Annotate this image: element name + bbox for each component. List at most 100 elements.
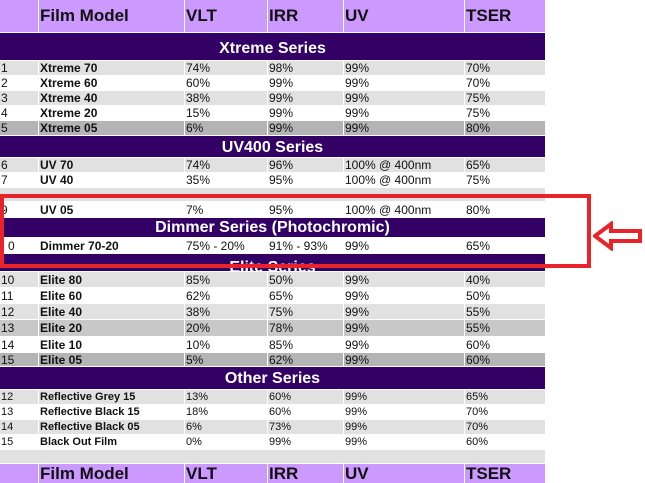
film-model-cell: Elite 05 [38, 353, 184, 366]
section-header-dimmer: Dimmer Series (Photochromic) [0, 218, 545, 238]
header-cell-irr: IRR [267, 0, 343, 32]
uv-cell: 99% [343, 390, 464, 404]
uv-cell: 99% [343, 405, 464, 419]
header-cell-film-model: Film Model [38, 0, 184, 32]
tser-cell: 80% [464, 202, 545, 217]
film-model-cell: Xtreme 40 [38, 91, 184, 105]
section-title: Dimmer Series (Photochromic) [155, 218, 390, 236]
section-header-other: Other Series [0, 367, 545, 390]
tser-cell: 70% [464, 420, 545, 434]
vlt-cell: 35% [184, 173, 267, 187]
film-model-cell: UV 05 [38, 202, 184, 217]
irr-cell: 99% [267, 121, 343, 135]
vlt-cell: 7% [184, 202, 267, 217]
section-title: UV400 Series [221, 138, 324, 156]
film-model-cell: Elite 80 [38, 272, 184, 287]
uv-cell: 99% [343, 420, 464, 434]
header-cell-tser: TSER [464, 464, 545, 483]
table-row: 12 Reflective Grey 15 13% 60% 99% 65% [0, 390, 545, 405]
irr-cell: 91% - 93% [267, 238, 343, 253]
row-index: 0 [8, 238, 15, 253]
table-row: 1 Xtreme 70 74% 98% 99% 70% [0, 61, 545, 76]
tser-cell: 75% [464, 106, 545, 120]
table-row: 3 Xtreme 40 38% 99% 99% 75% [0, 91, 545, 106]
film-model-cell: Xtreme 20 [38, 106, 184, 120]
irr-cell: 95% [267, 202, 343, 217]
film-model-cell: Reflective Black 15 [38, 405, 184, 419]
header-cell-vlt: VLT [184, 0, 267, 32]
row-index: 15 [1, 436, 14, 448]
tser-cell: 65% [464, 238, 545, 253]
tser-cell: 50% [464, 288, 545, 303]
table-row: 13 Elite 20 20% 78% 99% 55% [0, 320, 545, 337]
vlt-cell: 20% [184, 320, 267, 336]
row-index: 12 [1, 304, 15, 319]
film-model-cell: Xtreme 05 [38, 121, 184, 135]
film-model-cell: Xtreme 70 [38, 61, 184, 75]
row-index: 14 [1, 421, 14, 433]
irr-cell: 98% [267, 61, 343, 75]
header-cell-film-model: Film Model [38, 464, 184, 483]
section-header-uv400: UV400 Series [0, 136, 545, 158]
tser-cell: 60% [464, 353, 545, 366]
film-model-cell: Elite 60 [38, 288, 184, 303]
uv-cell: 100% @ 400nm [343, 202, 464, 217]
vlt-cell: 6% [184, 420, 267, 434]
uv-cell: 99% [343, 272, 464, 287]
table-row: 15 Black Out Film 0% 99% 99% 60% [0, 435, 545, 450]
table-row: 12 Elite 40 38% 75% 99% 55% [0, 304, 545, 320]
vlt-cell: 5% [184, 353, 267, 366]
vlt-cell: 38% [184, 304, 267, 319]
vlt-cell: 74% [184, 61, 267, 75]
vlt-cell: 62% [184, 288, 267, 303]
irr-cell: 75% [267, 304, 343, 319]
irr-cell: 99% [267, 91, 343, 105]
table-row: 14 Reflective Black 05 6% 73% 99% 70% [0, 420, 545, 435]
row-index: 4 [1, 106, 8, 120]
row-index: 13 [1, 406, 14, 418]
vlt-cell: 60% [184, 76, 267, 90]
table-row: 7 UV 40 35% 95% 100% @ 400nm 75% [0, 173, 545, 188]
film-model-cell: Xtreme 60 [38, 76, 184, 90]
tser-cell: 75% [464, 91, 545, 105]
vlt-cell: 0% [184, 435, 267, 449]
row-index: 6 [1, 158, 8, 172]
film-model-cell: Elite 10 [38, 337, 184, 352]
table-row: 14 Elite 10 10% 85% 99% 60% [0, 337, 545, 353]
row-index: 9 [1, 202, 8, 217]
table-row: 6 UV 70 74% 96% 100% @ 400nm 65% [0, 158, 545, 173]
table-row: 13 Reflective Black 15 18% 60% 99% 70% [0, 405, 545, 420]
irr-cell: 99% [267, 435, 343, 449]
header-cell-index [0, 464, 38, 483]
row-index: 12 [1, 391, 14, 403]
row-index: 15 [1, 353, 15, 366]
section-header-xtreme: Xtreme Series [0, 33, 545, 61]
table-row: 15 Elite 05 5% 62% 99% 60% [0, 353, 545, 367]
tser-cell: 60% [464, 337, 545, 352]
header-cell-irr: IRR [267, 464, 343, 483]
header-cell-uv: UV [343, 464, 464, 483]
film-model-cell: Reflective Grey 15 [38, 390, 184, 404]
film-model-cell: Elite 40 [38, 304, 184, 319]
tser-cell: 70% [464, 61, 545, 75]
header-cell-index [0, 0, 38, 32]
row-index: 7 [1, 173, 8, 187]
irr-cell: 96% [267, 158, 343, 172]
irr-cell: 60% [267, 390, 343, 404]
table-row-empty [0, 450, 545, 464]
vlt-cell: 38% [184, 91, 267, 105]
uv-cell: 99% [343, 76, 464, 90]
row-index: 14 [1, 337, 15, 352]
film-spec-table: Film Model VLT IRR UV TSER Xtreme Series… [0, 0, 545, 483]
uv-cell: 99% [343, 288, 464, 303]
tser-cell: 55% [464, 320, 545, 336]
vlt-cell: 18% [184, 405, 267, 419]
vlt-cell: 75% - 20% [184, 238, 267, 253]
table-row: 0 Dimmer 70-20 75% - 20% 91% - 93% 99% 6… [0, 238, 545, 254]
irr-cell: 50% [267, 272, 343, 287]
row-index: 2 [1, 76, 8, 90]
irr-cell: 78% [267, 320, 343, 336]
irr-cell: 95% [267, 173, 343, 187]
vlt-cell: 10% [184, 337, 267, 352]
tser-cell: 40% [464, 272, 545, 287]
